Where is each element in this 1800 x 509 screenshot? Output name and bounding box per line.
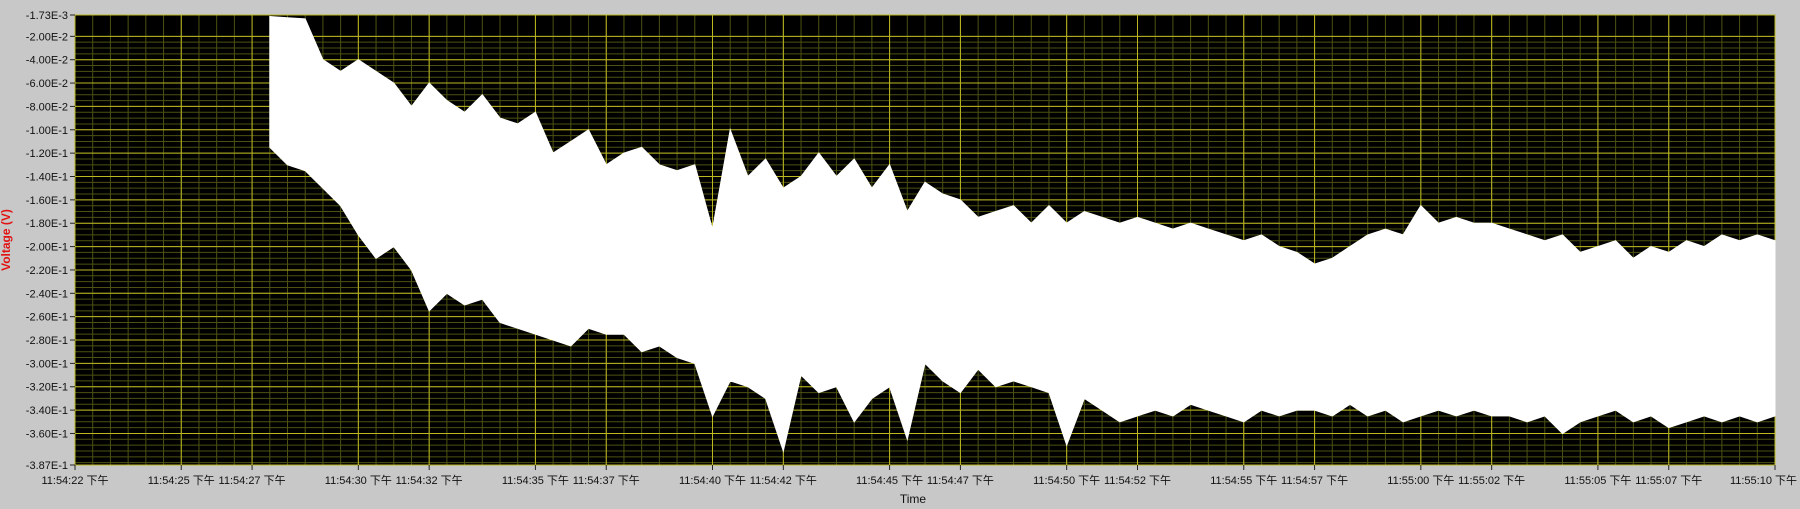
y-tick-label: -1.73E-3 xyxy=(26,10,68,22)
y-tick-label: -2.80E-1 xyxy=(26,335,68,347)
x-tick-label: 11:54:27 下午 xyxy=(219,474,286,487)
x-tick-label: 11:54:22 下午 xyxy=(41,474,108,487)
y-tick-label: -1.00E-1 xyxy=(26,125,68,137)
y-tick-label: -3.40E-1 xyxy=(26,405,68,417)
y-tick-label: -1.40E-1 xyxy=(26,172,68,184)
y-tick-label: -3.87E-1 xyxy=(26,460,68,472)
x-tick-label: 11:54:50 下午 xyxy=(1033,474,1100,487)
x-tick-label: 11:54:45 下午 xyxy=(856,474,923,487)
x-tick-label: 11:54:57 下午 xyxy=(1281,474,1348,487)
x-tick-label: 11:54:37 下午 xyxy=(573,474,640,487)
x-tick-label: 11:54:35 下午 xyxy=(502,474,569,487)
x-tick-label: 11:55:07 下午 xyxy=(1635,474,1702,487)
x-tick-label: 11:55:00 下午 xyxy=(1387,474,1454,487)
y-tick-label: -2.00E-2 xyxy=(26,31,68,43)
x-axis: 11:54:22 下午 11:54:25 下午 11:54:27 下午 11:54:3… xyxy=(41,465,1797,487)
x-tick-label: 11:55:05 下午 xyxy=(1564,474,1631,487)
y-tick-label: -3.00E-1 xyxy=(26,358,68,370)
y-axis-label: Voltage (V) xyxy=(0,209,13,271)
y-tick-label: -3.20E-1 xyxy=(26,382,68,394)
series-layer xyxy=(269,15,1776,453)
voltage-signal-series xyxy=(269,15,1776,453)
y-tick-label: -2.00E-1 xyxy=(26,242,68,254)
y-tick-label: -6.00E-2 xyxy=(26,78,68,90)
x-tick-label: 11:54:30 下午 xyxy=(325,474,392,487)
y-axis: -1.73E-3 -2.00E-2 -4.00E-2 -6.00E-2 -8.00E-2… xyxy=(26,10,75,472)
x-tick-label: 11:54:52 下午 xyxy=(1104,474,1171,487)
y-tick-label: -1.80E-1 xyxy=(26,218,68,230)
y-tick-label: -4.00E-2 xyxy=(26,55,68,67)
x-tick-label: 11:54:42 下午 xyxy=(750,474,817,487)
x-tick-label: 11:54:47 下午 xyxy=(927,474,994,487)
y-tick-label: -8.00E-2 xyxy=(26,101,68,113)
x-tick-label: 11:54:25 下午 xyxy=(148,474,215,487)
x-tick-label: 11:54:40 下午 xyxy=(679,474,746,487)
y-tick-label: -2.20E-1 xyxy=(26,265,68,277)
y-tick-label: -1.20E-1 xyxy=(26,148,68,160)
x-tick-label: 11:55:10 下午 xyxy=(1730,474,1797,487)
y-tick-label: -3.60E-1 xyxy=(26,428,68,440)
x-tick-label: 11:55:02 下午 xyxy=(1458,474,1525,487)
x-axis-label: Time xyxy=(900,492,927,504)
x-tick-label: 11:54:32 下午 xyxy=(396,474,463,487)
y-tick-label: -2.40E-1 xyxy=(26,288,68,300)
x-tick-label: 11:54:55 下午 xyxy=(1210,474,1277,487)
y-tick-label: -2.60E-1 xyxy=(26,312,68,324)
y-tick-label: -1.60E-1 xyxy=(26,195,68,207)
